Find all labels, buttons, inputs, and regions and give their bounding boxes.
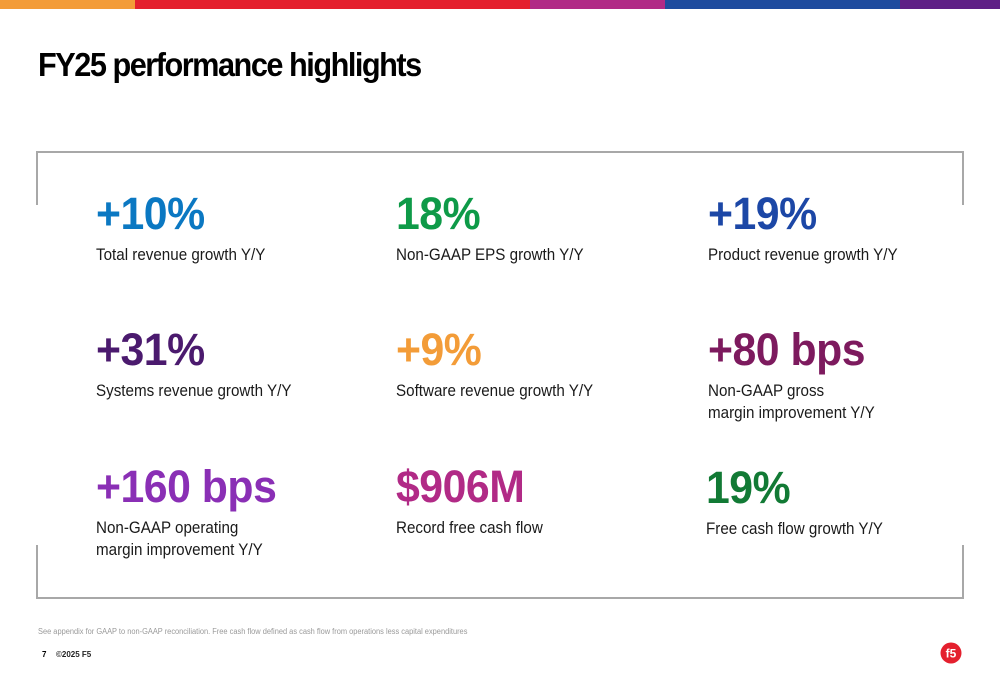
metric-label: Product revenue growth Y/Y (708, 246, 898, 264)
metric-label: Total revenue growth Y/Y (96, 246, 266, 264)
frame-top-line (36, 151, 964, 153)
f5-logo-icon: f5 (940, 642, 962, 664)
metric-label: Free cash flow growth Y/Y (706, 520, 883, 538)
metric-label: Non-GAAP operating margin improvement Y/… (96, 519, 263, 559)
metric-free-cash-flow: $906M Record free cash flow (396, 463, 656, 539)
metric-product-revenue: +19% Product revenue growth Y/Y (708, 190, 968, 266)
metric-value: +10% (96, 188, 205, 239)
metric-software-revenue: +9% Software revenue growth Y/Y (396, 326, 656, 402)
page-number: 7 (42, 650, 47, 659)
frame-bottom-right-tick (962, 545, 964, 599)
brand-bar-segment (0, 0, 135, 9)
frame-bottom-line (36, 597, 964, 599)
copyright: ©2025 F5 (56, 650, 92, 659)
metric-label: Systems revenue growth Y/Y (96, 382, 292, 400)
footnote: See appendix for GAAP to non-GAAP reconc… (38, 627, 468, 636)
metric-systems-revenue: +31% Systems revenue growth Y/Y (96, 326, 356, 402)
metric-label: Non-GAAP gross margin improvement Y/Y (708, 382, 875, 422)
metric-value: +80 bps (708, 324, 866, 375)
brand-bar-segment (900, 0, 1000, 9)
metric-non-gaap-eps: 18% Non-GAAP EPS growth Y/Y (396, 190, 656, 266)
metric-value: 18% (396, 188, 481, 239)
metric-fcf-growth: 19% Free cash flow growth Y/Y (706, 464, 966, 540)
brand-color-bar (0, 0, 1000, 9)
frame-top-left-tick (36, 151, 38, 205)
svg-text:f5: f5 (946, 647, 957, 661)
metric-value: +160 bps (96, 461, 277, 512)
metric-total-revenue: +10% Total revenue growth Y/Y (96, 190, 356, 266)
metric-gross-margin: +80 bps Non-GAAP gross margin improvemen… (708, 326, 968, 424)
metric-label: Record free cash flow (396, 519, 543, 537)
metric-value: +19% (708, 188, 817, 239)
metric-value: 19% (706, 462, 791, 513)
brand-bar-segment (135, 0, 530, 9)
brand-bar-segment (530, 0, 665, 9)
metric-value: $906M (396, 461, 525, 512)
metric-label: Software revenue growth Y/Y (396, 382, 594, 400)
frame-bottom-left-tick (36, 545, 38, 599)
brand-bar-segment (665, 0, 900, 9)
metric-value: +9% (396, 324, 482, 375)
page-title: FY25 performance highlights (38, 46, 422, 83)
metric-operating-margin: +160 bps Non-GAAP operating margin impro… (96, 463, 356, 561)
metric-value: +31% (96, 324, 205, 375)
frame-top-right-tick (962, 151, 964, 205)
metric-label: Non-GAAP EPS growth Y/Y (396, 246, 584, 264)
